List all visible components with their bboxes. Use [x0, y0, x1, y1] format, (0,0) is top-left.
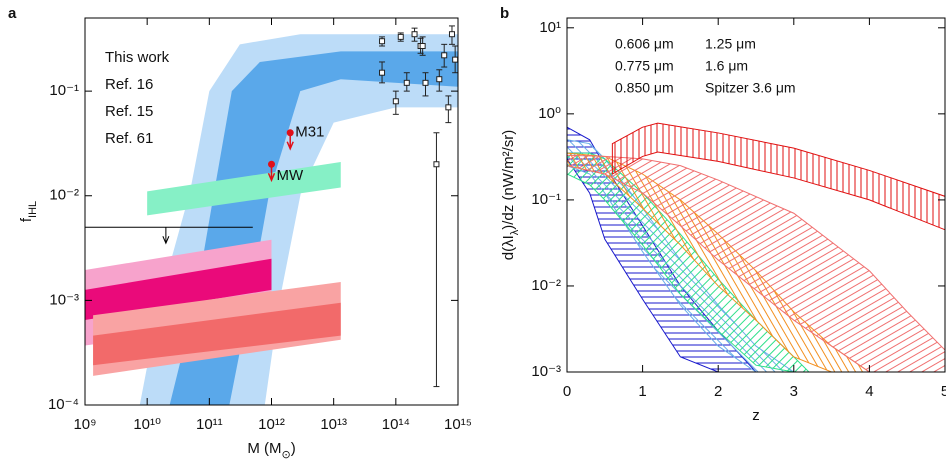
legend-label: 0.775 μm: [615, 58, 674, 74]
legend-label: Ref. 16: [105, 76, 153, 93]
legend-label: Ref. 15: [105, 103, 153, 120]
y-tick-label: 10⁻³: [531, 363, 561, 380]
data-point: [379, 38, 386, 45]
x-tick-label: 1: [638, 383, 646, 400]
y-tick-label: 10⁻¹: [49, 82, 79, 99]
data-point: [448, 31, 455, 38]
data-point: [422, 79, 429, 86]
y-tick-label: 10⁻²: [531, 277, 561, 294]
label-subscript: λ: [509, 229, 521, 235]
hatched-band: [611, 122, 945, 231]
marker-arrow: [267, 164, 276, 183]
x-tick-label: 10¹⁰: [133, 416, 161, 433]
data-point: [403, 79, 410, 86]
label-text: f: [18, 217, 35, 222]
y-tick-label: 10⁻²: [49, 187, 79, 204]
x-tick-label: 10¹³: [320, 416, 347, 433]
data-point: [433, 161, 440, 168]
label-text: )/dz (nW/m²/sr): [500, 130, 517, 230]
x-tick-label: 10¹⁴: [382, 416, 410, 433]
y-tick-label: 10¹: [539, 19, 561, 36]
panel-label: b: [500, 5, 509, 22]
data-point: [379, 69, 386, 76]
x-axis-label: M (M⊙): [247, 440, 295, 460]
y-tick-label: 10⁰: [538, 105, 561, 122]
x-tick-label: 10¹²: [258, 416, 285, 433]
band: [93, 302, 341, 366]
label-text: d(λI: [500, 235, 517, 260]
y-tick-label: 10⁻⁴: [48, 396, 79, 413]
y-axis-label: d(λIλ)/dz (nW/m²/sr): [500, 130, 521, 261]
legend-label: Ref. 61: [105, 130, 153, 147]
x-tick-label: 4: [865, 383, 873, 400]
legend-label: 0.606 μm: [615, 36, 674, 52]
label-subscript: IHL: [27, 201, 39, 218]
data-point: [392, 98, 399, 105]
marker-arrow: [286, 132, 294, 151]
x-tick-label: 10¹¹: [196, 416, 223, 433]
plot-frame: [566, 17, 946, 373]
plot-area: [567, 122, 945, 372]
x-tick-label: 2: [714, 383, 722, 400]
legend-label: 0.850 μm: [615, 80, 674, 96]
marker-label: M31: [295, 124, 324, 141]
x-tick-label: 10¹⁵: [444, 416, 472, 433]
panel-label: a: [8, 5, 17, 22]
y-tick-label: 10⁻³: [49, 291, 79, 308]
label-text: z: [752, 407, 760, 424]
x-tick-label: 3: [790, 383, 798, 400]
data-point: [397, 33, 404, 40]
label-text: M (M: [247, 440, 281, 457]
upper-limit-arrow: [162, 227, 170, 245]
legend-label: 1.6 μm: [705, 58, 748, 74]
legend-label: 1.25 μm: [705, 36, 756, 52]
data-point: [452, 56, 458, 63]
data-point: [445, 104, 452, 111]
legend-label: Spitzer 3.6 μm: [705, 80, 796, 96]
hatched-band: [567, 154, 945, 372]
data-point: [436, 76, 443, 83]
marker-label: MW: [277, 167, 304, 184]
label-text: ): [291, 440, 296, 457]
plot-area: [85, 25, 458, 405]
data-point: [411, 31, 418, 38]
x-tick-label: 10⁹: [73, 416, 96, 433]
y-tick-label: 10⁻¹: [531, 191, 561, 208]
x-tick-label: 5: [941, 383, 946, 400]
legend-label: This work: [105, 49, 170, 66]
y-axis-label: fIHL: [18, 201, 39, 222]
band: [85, 258, 272, 320]
x-axis-label: z: [752, 407, 760, 424]
x-tick-label: 0: [563, 383, 571, 400]
data-point: [441, 52, 448, 59]
band: [147, 162, 341, 216]
label-subscript: ⊙: [281, 449, 290, 460]
data-point: [419, 42, 426, 49]
